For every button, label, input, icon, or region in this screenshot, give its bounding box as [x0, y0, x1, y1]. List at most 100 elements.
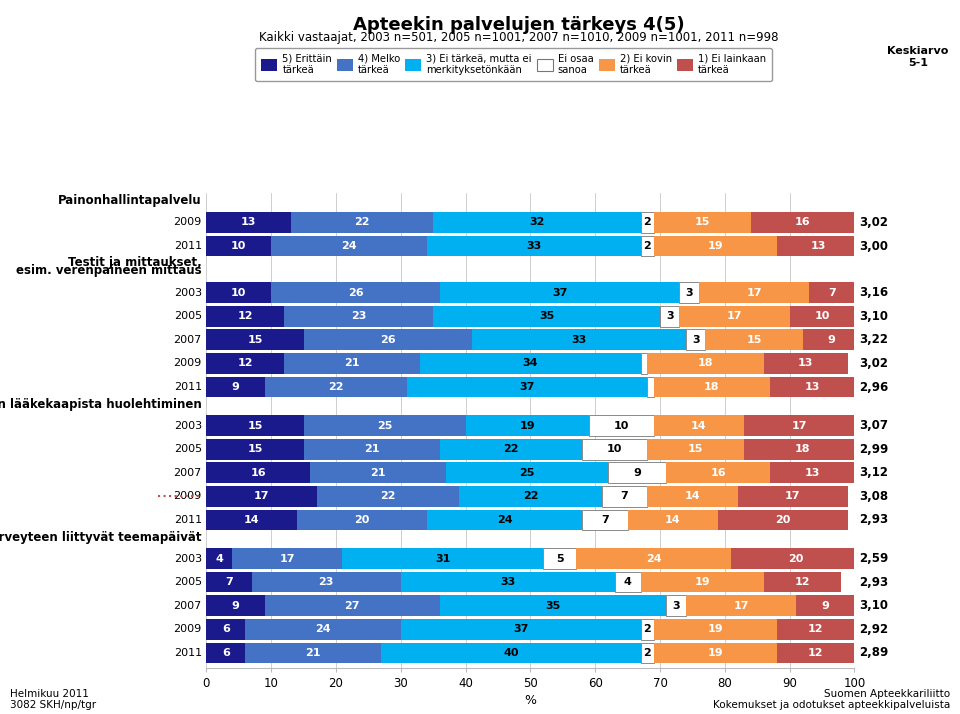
Bar	[647, 377, 654, 398]
Legend: 5) Erittäin
tärkeä, 4) Melko
tärkeä, 3) Ei tärkeä, mutta ei
merkityksetönkään, E: 5) Erittäin tärkeä, 4) Melko tärkeä, 3) …	[255, 48, 772, 81]
Text: 3,12: 3,12	[859, 466, 888, 479]
Text: 22: 22	[503, 444, 518, 454]
Bar	[737, 486, 848, 507]
Bar	[401, 572, 614, 593]
Bar	[803, 329, 861, 350]
Bar	[291, 212, 433, 233]
Bar	[588, 416, 654, 436]
Text: 13: 13	[798, 358, 813, 368]
Bar	[466, 416, 588, 436]
Bar	[272, 236, 426, 256]
Bar	[666, 595, 685, 616]
Bar	[640, 236, 654, 256]
Text: 3: 3	[666, 311, 674, 321]
Text: 37: 37	[552, 288, 567, 298]
Text: 24: 24	[496, 515, 513, 525]
Bar	[206, 306, 284, 326]
Bar	[401, 619, 640, 640]
Bar	[206, 377, 265, 398]
Text: taloustutkimus oy: taloustutkimus oy	[23, 8, 192, 26]
Bar	[265, 595, 440, 616]
Text: 2011: 2011	[174, 382, 202, 392]
Text: 2009: 2009	[174, 358, 202, 368]
Text: 15: 15	[248, 335, 263, 345]
Text: 37: 37	[519, 382, 535, 392]
Bar	[680, 282, 699, 303]
Bar	[420, 353, 640, 374]
Text: 2,99: 2,99	[859, 443, 888, 456]
Text: 17: 17	[253, 491, 269, 501]
Bar	[206, 353, 284, 374]
Bar	[640, 212, 654, 233]
Bar	[640, 619, 654, 640]
Text: 31: 31	[435, 553, 450, 563]
Text: 21: 21	[305, 648, 321, 658]
Bar	[751, 212, 854, 233]
Text: 2,93: 2,93	[859, 513, 888, 526]
Bar	[206, 236, 272, 256]
Text: 2007: 2007	[174, 468, 202, 478]
Bar	[680, 306, 789, 326]
Bar	[764, 572, 841, 593]
Text: 2007: 2007	[174, 335, 202, 345]
Text: 25: 25	[377, 421, 393, 431]
Bar	[265, 377, 407, 398]
Text: 9: 9	[828, 335, 835, 345]
Text: 13: 13	[241, 218, 256, 228]
Bar	[666, 463, 770, 483]
Bar	[446, 463, 609, 483]
Bar	[206, 486, 317, 507]
Bar	[426, 236, 640, 256]
Text: 12: 12	[795, 577, 810, 587]
Text: Keskiarvo
5-1: Keskiarvo 5-1	[887, 46, 948, 68]
Bar	[472, 329, 685, 350]
Text: 13: 13	[811, 241, 827, 251]
Text: 2: 2	[643, 218, 651, 228]
Bar	[770, 463, 854, 483]
Bar	[777, 643, 854, 663]
Text: 14: 14	[244, 515, 259, 525]
Text: Testit ja mittaukset,: Testit ja mittaukset,	[68, 256, 202, 269]
Bar	[206, 329, 303, 350]
Bar	[654, 643, 777, 663]
Bar	[303, 329, 472, 350]
Bar	[685, 329, 706, 350]
Text: 23: 23	[319, 577, 334, 587]
Text: 33: 33	[526, 241, 541, 251]
Bar	[303, 439, 440, 460]
Bar	[699, 282, 809, 303]
Text: Helmikuu 2011
3082 SKH/np/tgr: Helmikuu 2011 3082 SKH/np/tgr	[10, 689, 96, 710]
Bar	[582, 510, 628, 531]
X-axis label: %: %	[524, 694, 537, 707]
Text: 16: 16	[795, 218, 810, 228]
Text: 16: 16	[251, 468, 266, 478]
Text: 18: 18	[698, 358, 713, 368]
Bar	[284, 306, 433, 326]
Text: 2009: 2009	[174, 218, 202, 228]
Bar	[440, 282, 680, 303]
Text: 24: 24	[646, 553, 661, 563]
Text: 10: 10	[231, 288, 247, 298]
Bar	[303, 416, 466, 436]
Text: 2,59: 2,59	[859, 552, 888, 565]
Bar	[576, 548, 732, 569]
Text: 3,00: 3,00	[859, 239, 888, 253]
Bar	[654, 619, 777, 640]
Text: 3: 3	[692, 335, 700, 345]
Text: 2003: 2003	[174, 288, 202, 298]
Text: 6: 6	[222, 624, 229, 634]
Text: 3,02: 3,02	[859, 357, 888, 370]
Text: 17: 17	[279, 553, 295, 563]
Text: 33: 33	[571, 335, 587, 345]
Text: 15: 15	[688, 444, 704, 454]
Text: 2009: 2009	[174, 491, 202, 501]
Text: 9: 9	[822, 600, 829, 610]
Bar	[459, 486, 602, 507]
Text: Työpaikan lääkekaapista huolehtiminen: Työpaikan lääkekaapista huolehtiminen	[0, 398, 202, 411]
Text: 15: 15	[248, 421, 263, 431]
Text: Kaikki vastaajat, 2003 n=501, 2005 n=1001, 2007 n=1010, 2009 n=1001, 2011 n=998: Kaikki vastaajat, 2003 n=501, 2005 n=100…	[258, 31, 779, 44]
Text: 17: 17	[792, 421, 807, 431]
Text: 12: 12	[237, 311, 253, 321]
Text: 10: 10	[231, 241, 247, 251]
Text: 14: 14	[665, 515, 681, 525]
